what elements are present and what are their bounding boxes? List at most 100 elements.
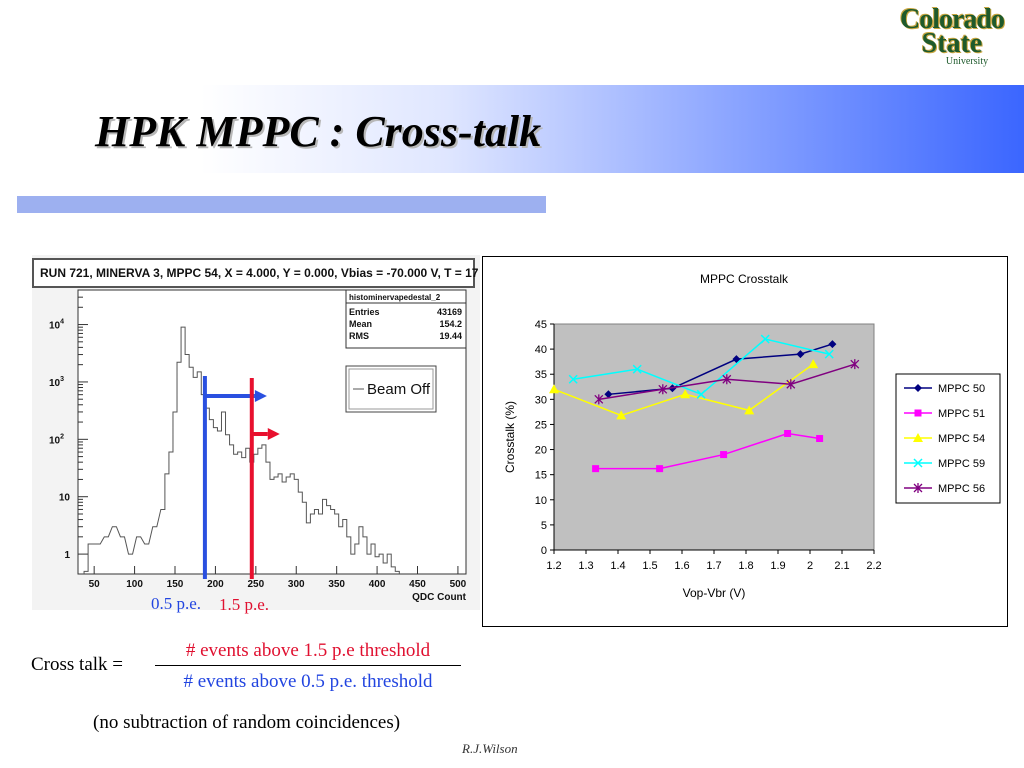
y-axis-tick-label: 20 xyxy=(535,445,547,457)
histogram-legend-inner xyxy=(348,368,434,410)
histogram-stats-value: 19.44 xyxy=(439,331,462,341)
data-point xyxy=(680,389,691,399)
data-point xyxy=(592,465,600,473)
y-axis-tick-label: 45 xyxy=(535,319,547,331)
histogram-x-tick-label: 400 xyxy=(369,579,386,590)
logo-line-1: Colorado xyxy=(900,4,1005,35)
legend-entry-label: MPPC 54 xyxy=(938,433,985,445)
histogram-stats-title: histominervapedestal_2 xyxy=(349,293,441,302)
x-axis-tick-label: 1.9 xyxy=(770,560,785,572)
data-point xyxy=(632,364,642,374)
histogram-x-tick-label: 350 xyxy=(328,579,345,590)
x-axis-tick-label: 2.1 xyxy=(834,560,849,572)
formula-numerator: # events above 1.5 p.e threshold xyxy=(185,640,431,661)
data-point xyxy=(549,384,559,394)
data-point xyxy=(720,451,728,459)
legend-entry-label: MPPC 50 xyxy=(938,383,985,395)
x-axis-label: Vop-Vbr (V) xyxy=(683,586,746,600)
histogram-y-tick-label: 102 xyxy=(49,433,64,446)
data-point xyxy=(568,374,578,384)
series-mppc-59 xyxy=(568,334,834,399)
x-axis-tick-label: 1.5 xyxy=(642,560,657,572)
threshold-label-1-5-pe: 1.5 p.e. xyxy=(219,595,270,614)
university-logo: Colorado State University xyxy=(884,4,1020,72)
histogram-stats-label: Mean xyxy=(349,319,372,329)
formula-label: Cross talk = xyxy=(31,654,123,675)
data-point xyxy=(722,374,732,385)
data-point xyxy=(808,359,819,369)
y-axis-tick-label: 15 xyxy=(535,470,547,482)
data-point xyxy=(784,429,792,437)
data-point xyxy=(616,410,627,420)
slide-title: HPK MPPC : Cross-talk xyxy=(95,107,542,156)
data-point xyxy=(796,350,805,359)
histogram-x-tick-label: 300 xyxy=(288,579,305,590)
data-point xyxy=(786,379,796,390)
histogram-x-tick-label: 50 xyxy=(89,579,101,590)
x-axis-tick-label: 1.6 xyxy=(674,560,689,572)
data-point xyxy=(594,394,604,405)
data-point xyxy=(850,359,860,370)
x-axis-tick-label: 1.2 xyxy=(546,560,561,572)
histogram-stats-box xyxy=(345,289,467,349)
threshold-0-5-pe-arrow-head xyxy=(254,390,267,402)
histogram-x-tick-label: 500 xyxy=(450,579,467,590)
histogram-y-tick-label: 10 xyxy=(59,493,71,504)
data-point xyxy=(656,465,664,473)
x-axis-tick-label: 1.3 xyxy=(578,560,593,572)
histogram-x-axis-label: QDC Count xyxy=(412,592,467,603)
histogram-x-tick-label: 100 xyxy=(126,579,143,590)
y-axis-tick-label: 10 xyxy=(535,495,547,507)
histogram-y-tick-label: 103 xyxy=(49,376,64,389)
formula-fraction-line xyxy=(155,665,461,666)
threshold-1-5-pe-arrow-head xyxy=(267,428,280,440)
data-point xyxy=(828,340,837,349)
logo-line-3: University xyxy=(945,56,989,67)
title-gradient-band xyxy=(200,85,1024,173)
y-axis-tick-label: 35 xyxy=(535,369,547,381)
data-point xyxy=(816,435,824,443)
legend-swatch-marker xyxy=(913,433,923,442)
x-axis-tick-label: 1.4 xyxy=(610,560,625,572)
y-axis-tick-label: 5 xyxy=(541,520,547,532)
data-point xyxy=(824,349,834,359)
histogram-y-tick-label: 104 xyxy=(49,319,64,332)
legend-swatch-marker xyxy=(914,384,922,392)
histogram-stats-label: Entries xyxy=(349,307,380,317)
histogram-stats-label: RMS xyxy=(349,331,369,341)
data-point xyxy=(658,384,668,395)
histogram-series-line xyxy=(83,326,400,574)
formula-note: (no subtraction of random coincidences) xyxy=(93,712,401,733)
qdc-histogram: 50 100 150 200 250 300 350 400 450 500 QDC Count 1 1… xyxy=(49,289,467,603)
x-axis-tick-label: 2.2 xyxy=(866,560,881,572)
series-mppc-56 xyxy=(594,359,860,405)
data-point xyxy=(744,405,755,415)
series-mppc-54 xyxy=(549,359,819,420)
threshold-label-0-5-pe: 0.5 p.e. xyxy=(151,594,202,613)
histogram-x-tick-label: 150 xyxy=(167,579,184,590)
histogram-x-tick-label: 450 xyxy=(409,579,426,590)
mppc-crosstalk-chart: MPPC Crosstalk 0 5 10 15 20 25 30 35 40 45 1.2 1.3 1.… xyxy=(503,272,1001,600)
histogram-stats-value: 154.2 xyxy=(439,319,462,329)
x-axis-tick-label: 2 xyxy=(807,560,813,572)
data-point xyxy=(604,390,613,399)
legend-swatch-marker xyxy=(914,409,922,417)
data-point xyxy=(696,389,706,399)
histogram-legend-label: Beam Off xyxy=(367,381,431,398)
x-axis-tick-label: 1.8 xyxy=(738,560,753,572)
histogram-x-tick-label: 250 xyxy=(247,579,264,590)
y-axis-label: Crosstalk (%) xyxy=(503,401,517,473)
histogram-run-header: RUN 721, MINERVA 3, MPPC 54, X = 4.000, … xyxy=(32,258,490,288)
data-point xyxy=(760,334,770,344)
formula-denominator: # events above 0.5 p.e. threshold xyxy=(183,671,433,692)
series-mppc-50 xyxy=(604,340,837,399)
histogram-y-tick-label: 1 xyxy=(64,550,70,561)
histogram-x-tick-label: 200 xyxy=(207,579,224,590)
author-credit: R.J.Wilson xyxy=(462,741,518,756)
legend-swatch-marker xyxy=(913,483,923,493)
y-axis-tick-label: 40 xyxy=(535,344,547,356)
legend-swatch-marker xyxy=(913,458,923,468)
histogram-stats-value: 43169 xyxy=(437,307,462,317)
logo-line-2: State xyxy=(921,28,983,59)
title-underline-bar xyxy=(17,196,546,213)
